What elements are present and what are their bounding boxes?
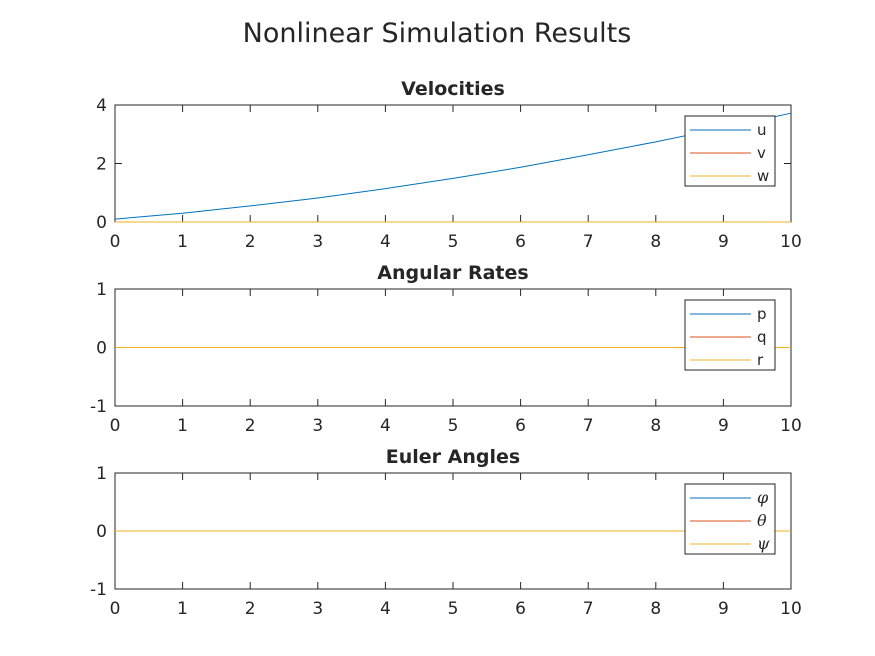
legend-label: φ	[757, 488, 769, 507]
x-tick-label: 6	[515, 232, 526, 252]
y-tick-label: 4	[96, 96, 107, 116]
legend-label: q	[757, 328, 767, 346]
y-tick-label: 0	[96, 522, 107, 542]
legend-label: r	[757, 351, 764, 369]
axes-1: Velocities 0 1 2 3 4 5 6 7 8 9 10 0 2 4 uvw	[96, 78, 802, 252]
legend-box	[684, 115, 776, 187]
x-tick-label: 2	[245, 416, 256, 436]
x-tick-label: 10	[780, 232, 802, 252]
x-tick-label: 7	[583, 416, 594, 436]
x-tick-label: 1	[177, 599, 188, 619]
legend-label: θ	[757, 511, 767, 530]
plot-area	[114, 104, 792, 223]
axes-title: Euler Angles	[386, 446, 520, 468]
x-tick-label: 6	[515, 416, 526, 436]
x-tick-label: 8	[650, 416, 661, 436]
legend: pqr	[684, 299, 776, 371]
y-tick-label: 0	[96, 213, 107, 233]
legend-box	[684, 483, 776, 555]
x-tick-label: 9	[718, 599, 729, 619]
x-tick-label: 3	[312, 416, 323, 436]
x-tick-label: 10	[780, 599, 802, 619]
y-tick-label: 1	[96, 464, 107, 484]
legend-label: ψ	[757, 534, 770, 553]
legend-label: p	[757, 305, 767, 323]
legend-label: v	[757, 144, 766, 162]
x-tick-label: 2	[245, 599, 256, 619]
legend-box	[684, 299, 776, 371]
legend-label: w	[757, 167, 769, 185]
x-tick-label: 1	[177, 232, 188, 252]
y-tick-label: 0	[96, 339, 107, 359]
x-tick-label: 1	[177, 416, 188, 436]
y-tick-label: 1	[96, 280, 107, 300]
legend: φθψ	[684, 483, 776, 555]
axes-title: Velocities	[401, 78, 505, 100]
x-tick-label: 3	[312, 599, 323, 619]
x-tick-label: 5	[448, 416, 459, 436]
x-tick-label: 5	[448, 232, 459, 252]
figure-title: Nonlinear Simulation Results	[243, 18, 632, 49]
x-tick-label: 2	[245, 232, 256, 252]
y-tick-label: -1	[90, 397, 107, 417]
x-tick-label: 0	[110, 599, 121, 619]
x-tick-label: 9	[718, 232, 729, 252]
x-tick-label: 9	[718, 416, 729, 436]
x-tick-label: 5	[448, 599, 459, 619]
x-tick-label: 4	[380, 599, 391, 619]
legend-label: u	[757, 121, 767, 139]
y-tick-label: 2	[96, 155, 107, 175]
x-tick-label: 8	[650, 599, 661, 619]
x-tick-label: 10	[780, 416, 802, 436]
series-line-1	[114, 112, 792, 220]
x-tick-label: 4	[380, 416, 391, 436]
x-tick-label: 8	[650, 232, 661, 252]
x-tick-label: 7	[583, 232, 594, 252]
x-tick-label: 4	[380, 232, 391, 252]
x-tick-label: 6	[515, 599, 526, 619]
legend: uvw	[684, 115, 776, 187]
x-tick-label: 0	[110, 232, 121, 252]
x-tick-label: 7	[583, 599, 594, 619]
x-tick-label: 0	[110, 416, 121, 436]
axes-title: Angular Rates	[377, 262, 528, 284]
x-tick-label: 3	[312, 232, 323, 252]
y-tick-label: -1	[90, 580, 107, 600]
